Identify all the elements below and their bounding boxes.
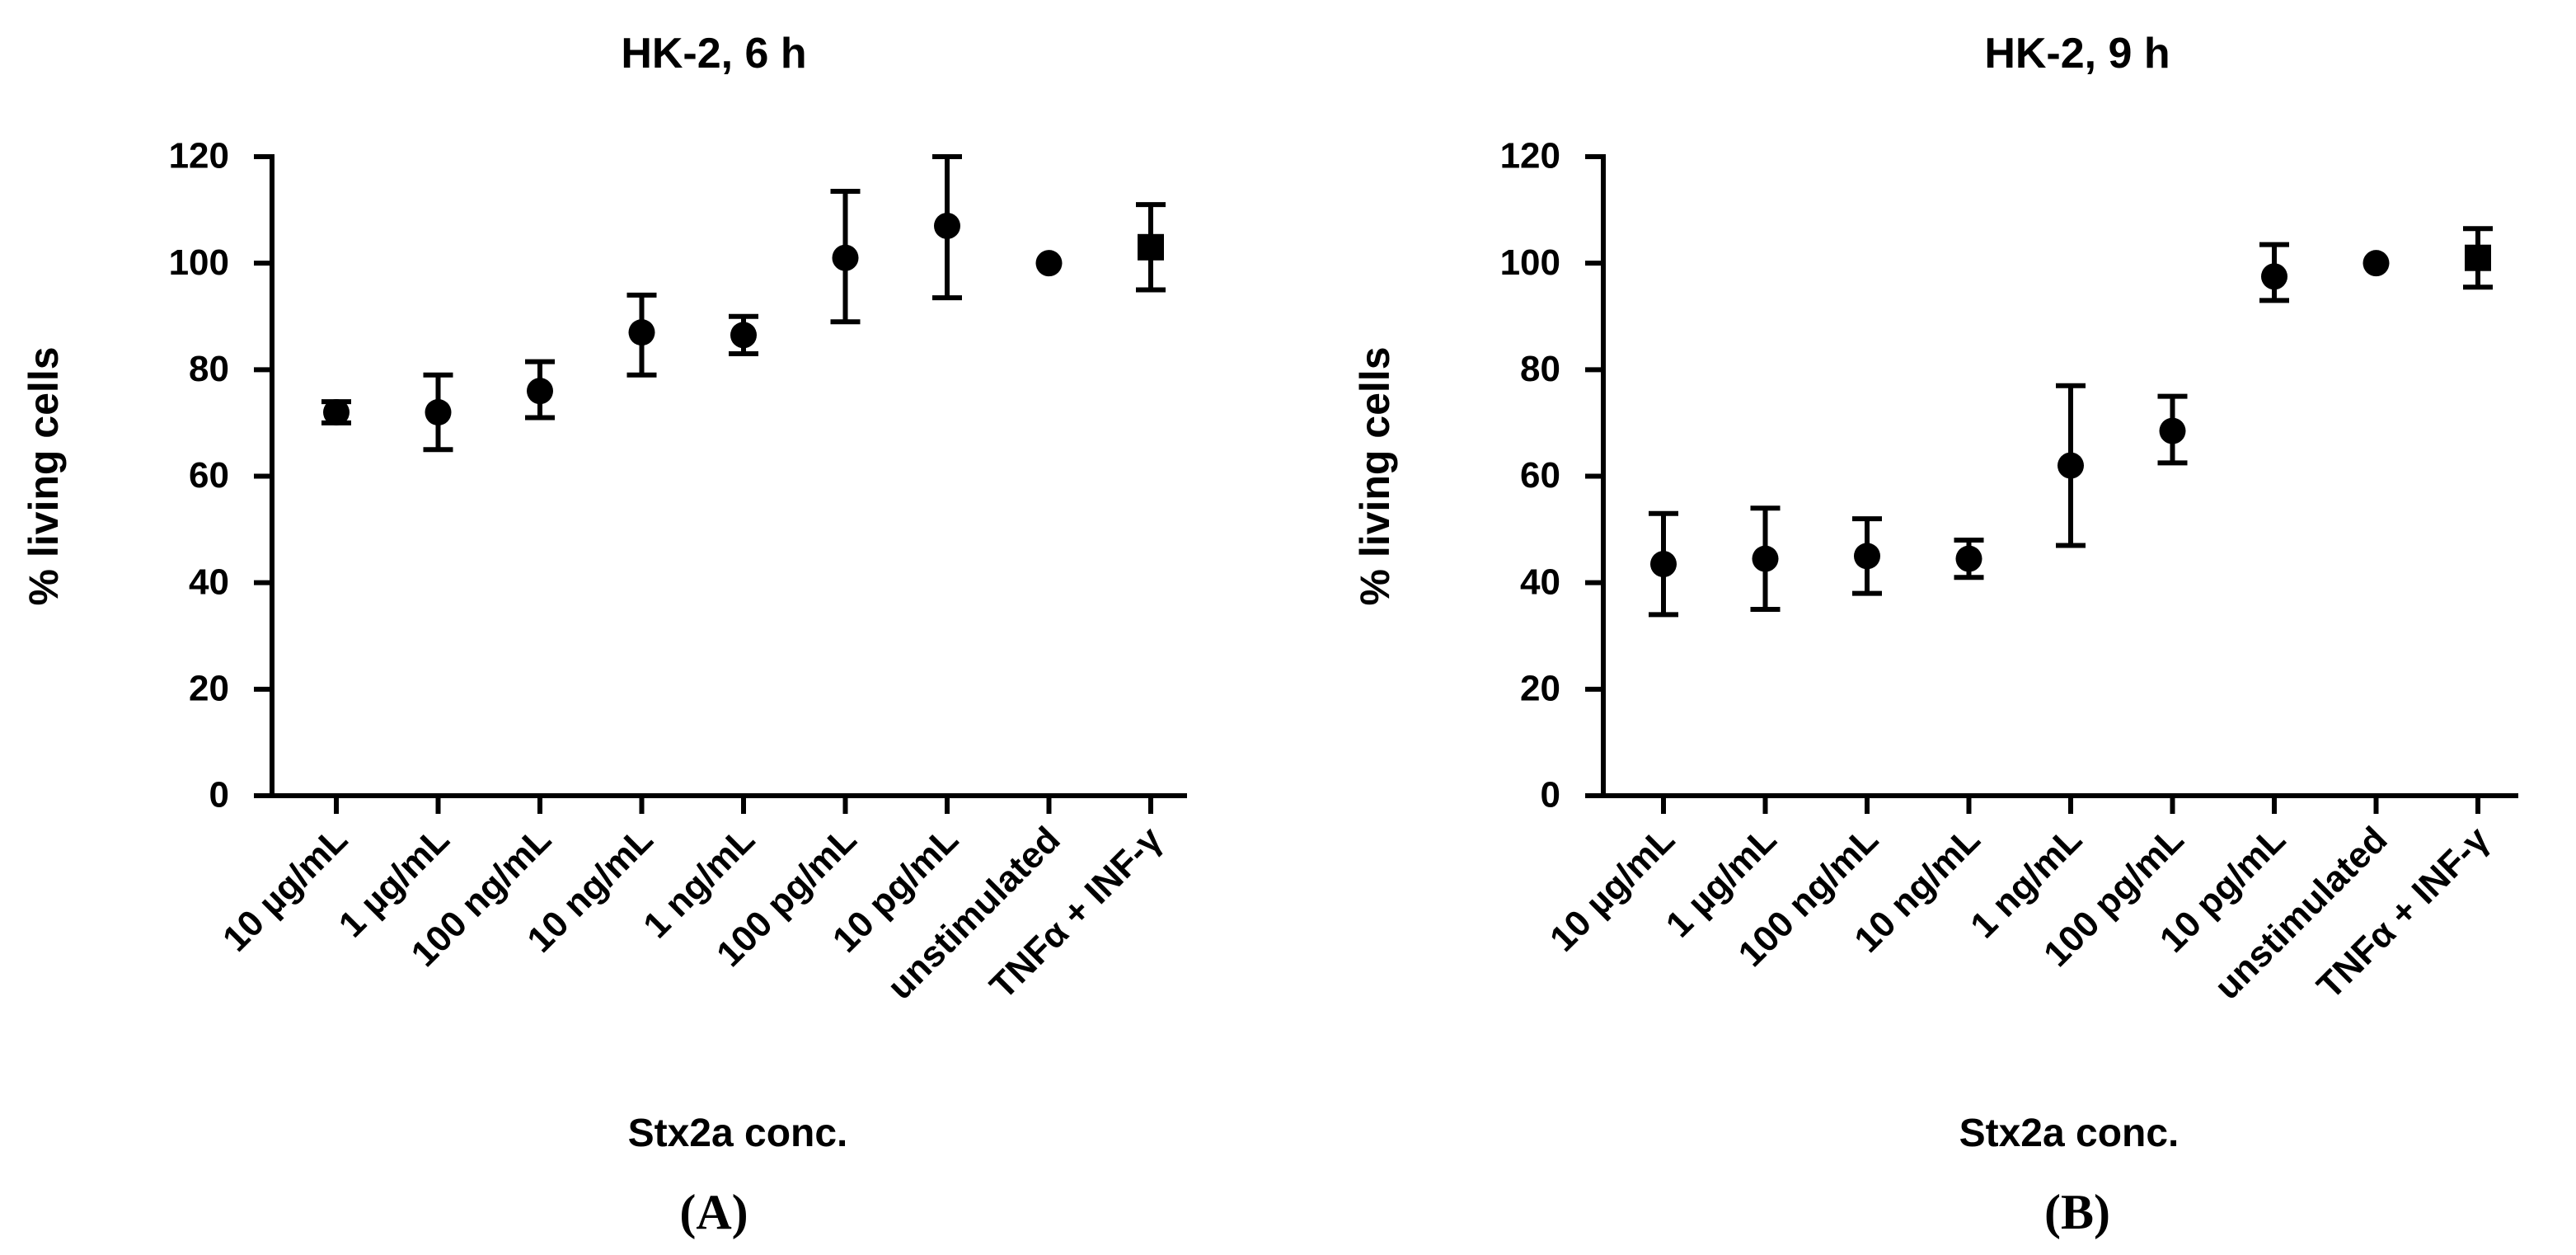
y-tick-label: 100 bbox=[169, 242, 229, 283]
data-point bbox=[2159, 417, 2186, 444]
y-tick-label: 100 bbox=[1500, 242, 1560, 283]
data-point bbox=[2058, 452, 2084, 479]
data-point bbox=[425, 399, 452, 425]
x-axis-label: Stx2a conc. bbox=[628, 1112, 848, 1155]
x-tick-label: 10 µg/mL bbox=[1542, 819, 1682, 959]
y-tick-label: 120 bbox=[169, 136, 229, 176]
data-point bbox=[1650, 551, 1677, 578]
y-tick-label: 80 bbox=[1520, 349, 1560, 389]
x-tick-label: 10 µg/mL bbox=[215, 819, 355, 959]
data-point bbox=[323, 399, 350, 425]
data-point-square bbox=[1138, 233, 1164, 261]
y-axis-label: % living cells bbox=[21, 346, 67, 605]
chart-title: HK-2, 6 h bbox=[621, 30, 806, 78]
panel-b: HK-2, 9 h 0 20 40 60 80 100 120 % living cells 10… bbox=[1352, 30, 2518, 1239]
panel-label: (B) bbox=[2044, 1185, 2110, 1239]
data-point bbox=[2363, 250, 2390, 277]
data-point bbox=[1854, 543, 1880, 570]
data-point bbox=[1035, 250, 1063, 277]
data-point bbox=[628, 319, 655, 346]
data-point bbox=[1752, 545, 1779, 572]
x-tick-label: unstimulated bbox=[2207, 819, 2395, 1007]
panel-label: (A) bbox=[679, 1185, 748, 1239]
x-tick-label: unstimulated bbox=[880, 819, 1067, 1007]
y-tick-label: 40 bbox=[189, 562, 229, 602]
data-point bbox=[730, 322, 757, 349]
data-point bbox=[527, 378, 553, 405]
data-point bbox=[2261, 263, 2287, 290]
data-point bbox=[832, 244, 859, 271]
data-point bbox=[934, 212, 960, 239]
y-tick-label: 60 bbox=[1520, 455, 1560, 496]
panel-a: HK-2, 6 h 0 20 40 60 80 100 120 % living cells 10… bbox=[21, 30, 1187, 1239]
y-tick-label: 60 bbox=[189, 455, 229, 496]
y-tick-label: 40 bbox=[1520, 562, 1560, 602]
data-point-square bbox=[2465, 244, 2491, 271]
y-tick-label: 0 bbox=[209, 775, 229, 816]
chart-title: HK-2, 9 h bbox=[1984, 30, 2170, 78]
y-tick-label: 0 bbox=[1541, 775, 1560, 816]
y-tick-label: 80 bbox=[189, 349, 229, 389]
y-tick-label: 120 bbox=[1500, 136, 1560, 176]
x-axis-label: Stx2a conc. bbox=[1959, 1112, 2180, 1155]
y-axis-label: % living cells bbox=[1352, 346, 1398, 605]
y-tick-label: 20 bbox=[189, 668, 229, 708]
y-tick-label: 20 bbox=[1520, 668, 1560, 708]
data-point bbox=[1955, 545, 1982, 572]
